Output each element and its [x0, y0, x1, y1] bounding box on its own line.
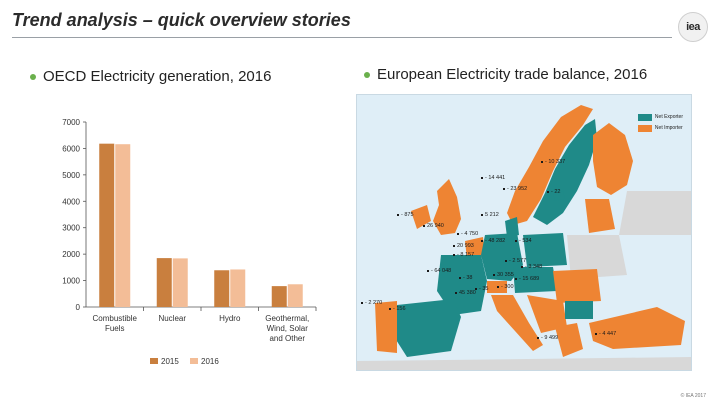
map-value-label: - 4 750 — [457, 231, 478, 237]
x-category-label: Wind, Solar — [267, 324, 309, 333]
map-legend-swatch — [637, 125, 652, 132]
generation-bar-chart: 0 1000 2000 3000 4000 5000 6000 7000 Combustible… — [62, 118, 317, 366]
bar-2016 — [115, 144, 131, 307]
y-tick-label: 5000 — [62, 171, 80, 180]
map-region-germany — [481, 233, 523, 281]
y-tick-label: 2000 — [62, 250, 80, 259]
map-value-label: 45 380 — [455, 290, 476, 296]
map-value-label: - 14 441 — [481, 175, 505, 181]
map-legend-swatch — [637, 114, 652, 121]
right-panel-heading-text: European Electricity trade balance, 2016 — [377, 66, 648, 83]
y-tick-label: 6000 — [62, 144, 80, 153]
legend-label: 2016 — [201, 357, 219, 366]
legend-label: 2015 — [161, 357, 179, 366]
slide-title: Trend analysis – quick overview stories — [12, 10, 351, 30]
map-value-label: - 534 — [515, 238, 532, 244]
map-value-label: 26 940 — [423, 223, 444, 229]
map-value-label: 30 355 — [493, 272, 514, 278]
bar-2016 — [287, 284, 303, 307]
map-value-label: - 2 577 — [505, 258, 526, 264]
map-value-label: - 10 337 — [541, 159, 565, 165]
map-region-turkey — [589, 307, 685, 349]
bullet-icon — [364, 71, 370, 78]
map-region-great-britain — [433, 179, 461, 235]
map-value-label: - 48 282 — [481, 238, 505, 244]
legend-swatch — [150, 358, 158, 364]
map-region-denmark — [505, 217, 519, 237]
x-category-label: Nuclear — [158, 314, 186, 323]
map-legend-label: Net Exporter — [654, 114, 683, 120]
map-region-bulgaria — [565, 301, 593, 319]
bar-2015 — [156, 258, 172, 307]
bar-2015 — [214, 270, 230, 307]
map-value-label: - 64 048 — [427, 268, 451, 274]
x-category-label: Hydro — [219, 314, 241, 323]
map-value-label: - 4 447 — [595, 331, 616, 337]
bar-2016 — [172, 258, 188, 307]
map-region-portugal — [375, 301, 397, 353]
logo-text: iea — [686, 21, 700, 33]
map-value-label: - 38 — [459, 275, 472, 281]
x-category-label: Fuels — [105, 324, 125, 333]
y-tick-label: 0 — [76, 303, 81, 312]
bar-2016 — [230, 269, 246, 307]
map-value-label: - 22 — [547, 189, 560, 195]
map-region-russia-edge — [619, 191, 691, 235]
bullet-icon — [30, 73, 36, 80]
map-value-label: 20 993 — [453, 243, 474, 249]
map-legend-label: Net Importer — [654, 125, 683, 131]
map-legend-item: Net Exporter — [637, 113, 683, 122]
map-value-label: - 23 952 — [503, 186, 527, 192]
x-category-label: and Other — [269, 334, 305, 343]
y-tick-label: 4000 — [62, 197, 80, 206]
bar-2015 — [271, 286, 287, 307]
map-region-baltics — [585, 199, 615, 233]
map-value-label: 5 212 — [481, 212, 499, 218]
title-divider — [12, 37, 672, 38]
map-region-finland — [593, 123, 633, 195]
map-value-label: - 2 270 — [361, 300, 382, 306]
map-region-belarus-ukraine — [567, 235, 627, 279]
bar-2015 — [99, 143, 115, 307]
map-region-balkans — [527, 295, 567, 333]
map-value-label: - 156 — [389, 306, 406, 312]
x-category-label: Geothermal, — [265, 314, 309, 323]
legend-swatch — [190, 358, 198, 364]
left-panel-heading-text: OECD Electricity generation, 2016 — [43, 68, 272, 85]
map-legend-item: Net Importer — [637, 124, 683, 133]
map-value-label: - 8 157 — [453, 252, 474, 258]
map-legend: Net Exporter Net Importer — [637, 113, 683, 135]
map-region-greece — [555, 323, 583, 357]
y-tick-label: 1000 — [62, 277, 80, 286]
right-panel-heading: European Electricity trade balance, 2016 — [364, 66, 647, 83]
map-region-norway — [507, 105, 593, 225]
map-region-sweden — [533, 119, 597, 225]
map-region-hungary-romania — [553, 269, 601, 303]
map-region-spain — [393, 299, 461, 357]
map-region-north-africa — [357, 357, 691, 370]
europe-trade-map: Net Exporter Net Importer - 10 337 - 14 … — [356, 94, 692, 371]
iea-logo: iea — [678, 12, 708, 42]
left-panel-heading: OECD Electricity generation, 2016 — [30, 68, 271, 85]
map-value-label: - 15 689 — [515, 276, 539, 282]
map-region-poland — [523, 233, 567, 267]
map-value-label: - 875 — [397, 212, 414, 218]
map-region-italy — [491, 295, 543, 351]
y-tick-label: 7000 — [62, 118, 80, 127]
map-value-label: - 35 — [475, 286, 488, 292]
europe-map-shapes — [357, 105, 691, 370]
y-tick-label: 3000 — [62, 224, 80, 233]
x-category-label: Combustible — [93, 314, 138, 323]
copyright-notice: © IEA 2017 — [680, 393, 706, 399]
map-value-label: - 9 499 — [537, 335, 558, 341]
map-value-label: - 3 348 — [521, 264, 542, 270]
map-value-label: - 300 — [497, 284, 514, 290]
